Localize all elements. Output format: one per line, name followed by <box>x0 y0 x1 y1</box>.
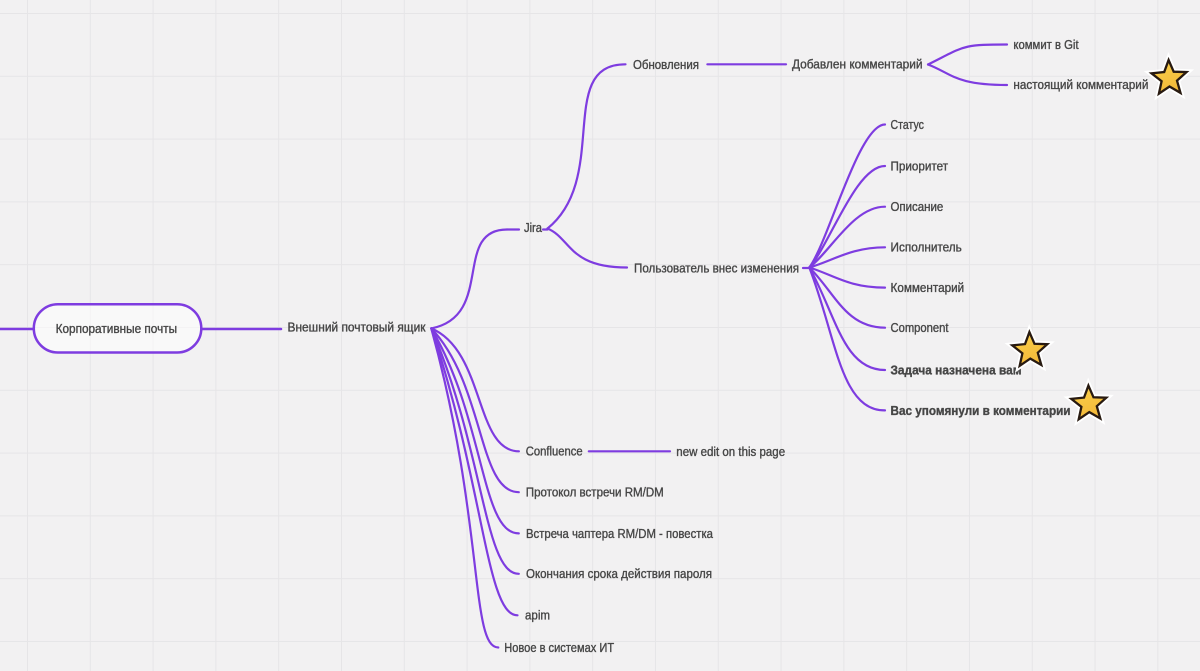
svg-text:Приоритет: Приоритет <box>891 159 949 173</box>
svg-text:Задача назначена вам: Задача назначена вам <box>891 363 1022 377</box>
svg-text:настоящий комментарий: настоящий комментарий <box>1013 78 1148 92</box>
svg-text:Внешний почтовый ящик: Внешний почтовый ящик <box>288 321 426 335</box>
svg-text:Комментарий: Комментарий <box>891 281 965 295</box>
svg-text:Обновления: Обновления <box>633 58 699 72</box>
svg-text:Пользователь внес изменения: Пользователь внес изменения <box>634 261 799 275</box>
svg-text:new edit on this page: new edit on this page <box>676 445 785 459</box>
svg-text:Добавлен комментарий: Добавлен комментарий <box>792 58 923 72</box>
svg-text:Описание: Описание <box>891 200 944 214</box>
svg-text:коммит в Git: коммит в Git <box>1013 38 1079 52</box>
svg-text:Окончания срока действия парол: Окончания срока действия пароля <box>526 567 712 581</box>
svg-text:Статус: Статус <box>891 118 924 132</box>
svg-text:Component: Component <box>891 321 949 335</box>
svg-text:Jira: Jira <box>524 221 542 235</box>
svg-text:Исполнитель: Исполнитель <box>891 241 962 255</box>
svg-text:Новое в системах ИТ: Новое в системах ИТ <box>504 641 614 655</box>
svg-text:Встреча чаптера RM/DM - повест: Встреча чаптера RM/DM - повестка <box>526 527 713 541</box>
svg-text:Confluence: Confluence <box>526 445 583 459</box>
svg-text:Вас упомянули в комментарии: Вас упомянули в комментарии <box>891 404 1071 418</box>
svg-text:apim: apim <box>525 609 550 623</box>
svg-text:Протокол встречи RM/DM: Протокол встречи RM/DM <box>526 486 664 500</box>
svg-text:Корпоративные почты: Корпоративные почты <box>56 322 178 336</box>
